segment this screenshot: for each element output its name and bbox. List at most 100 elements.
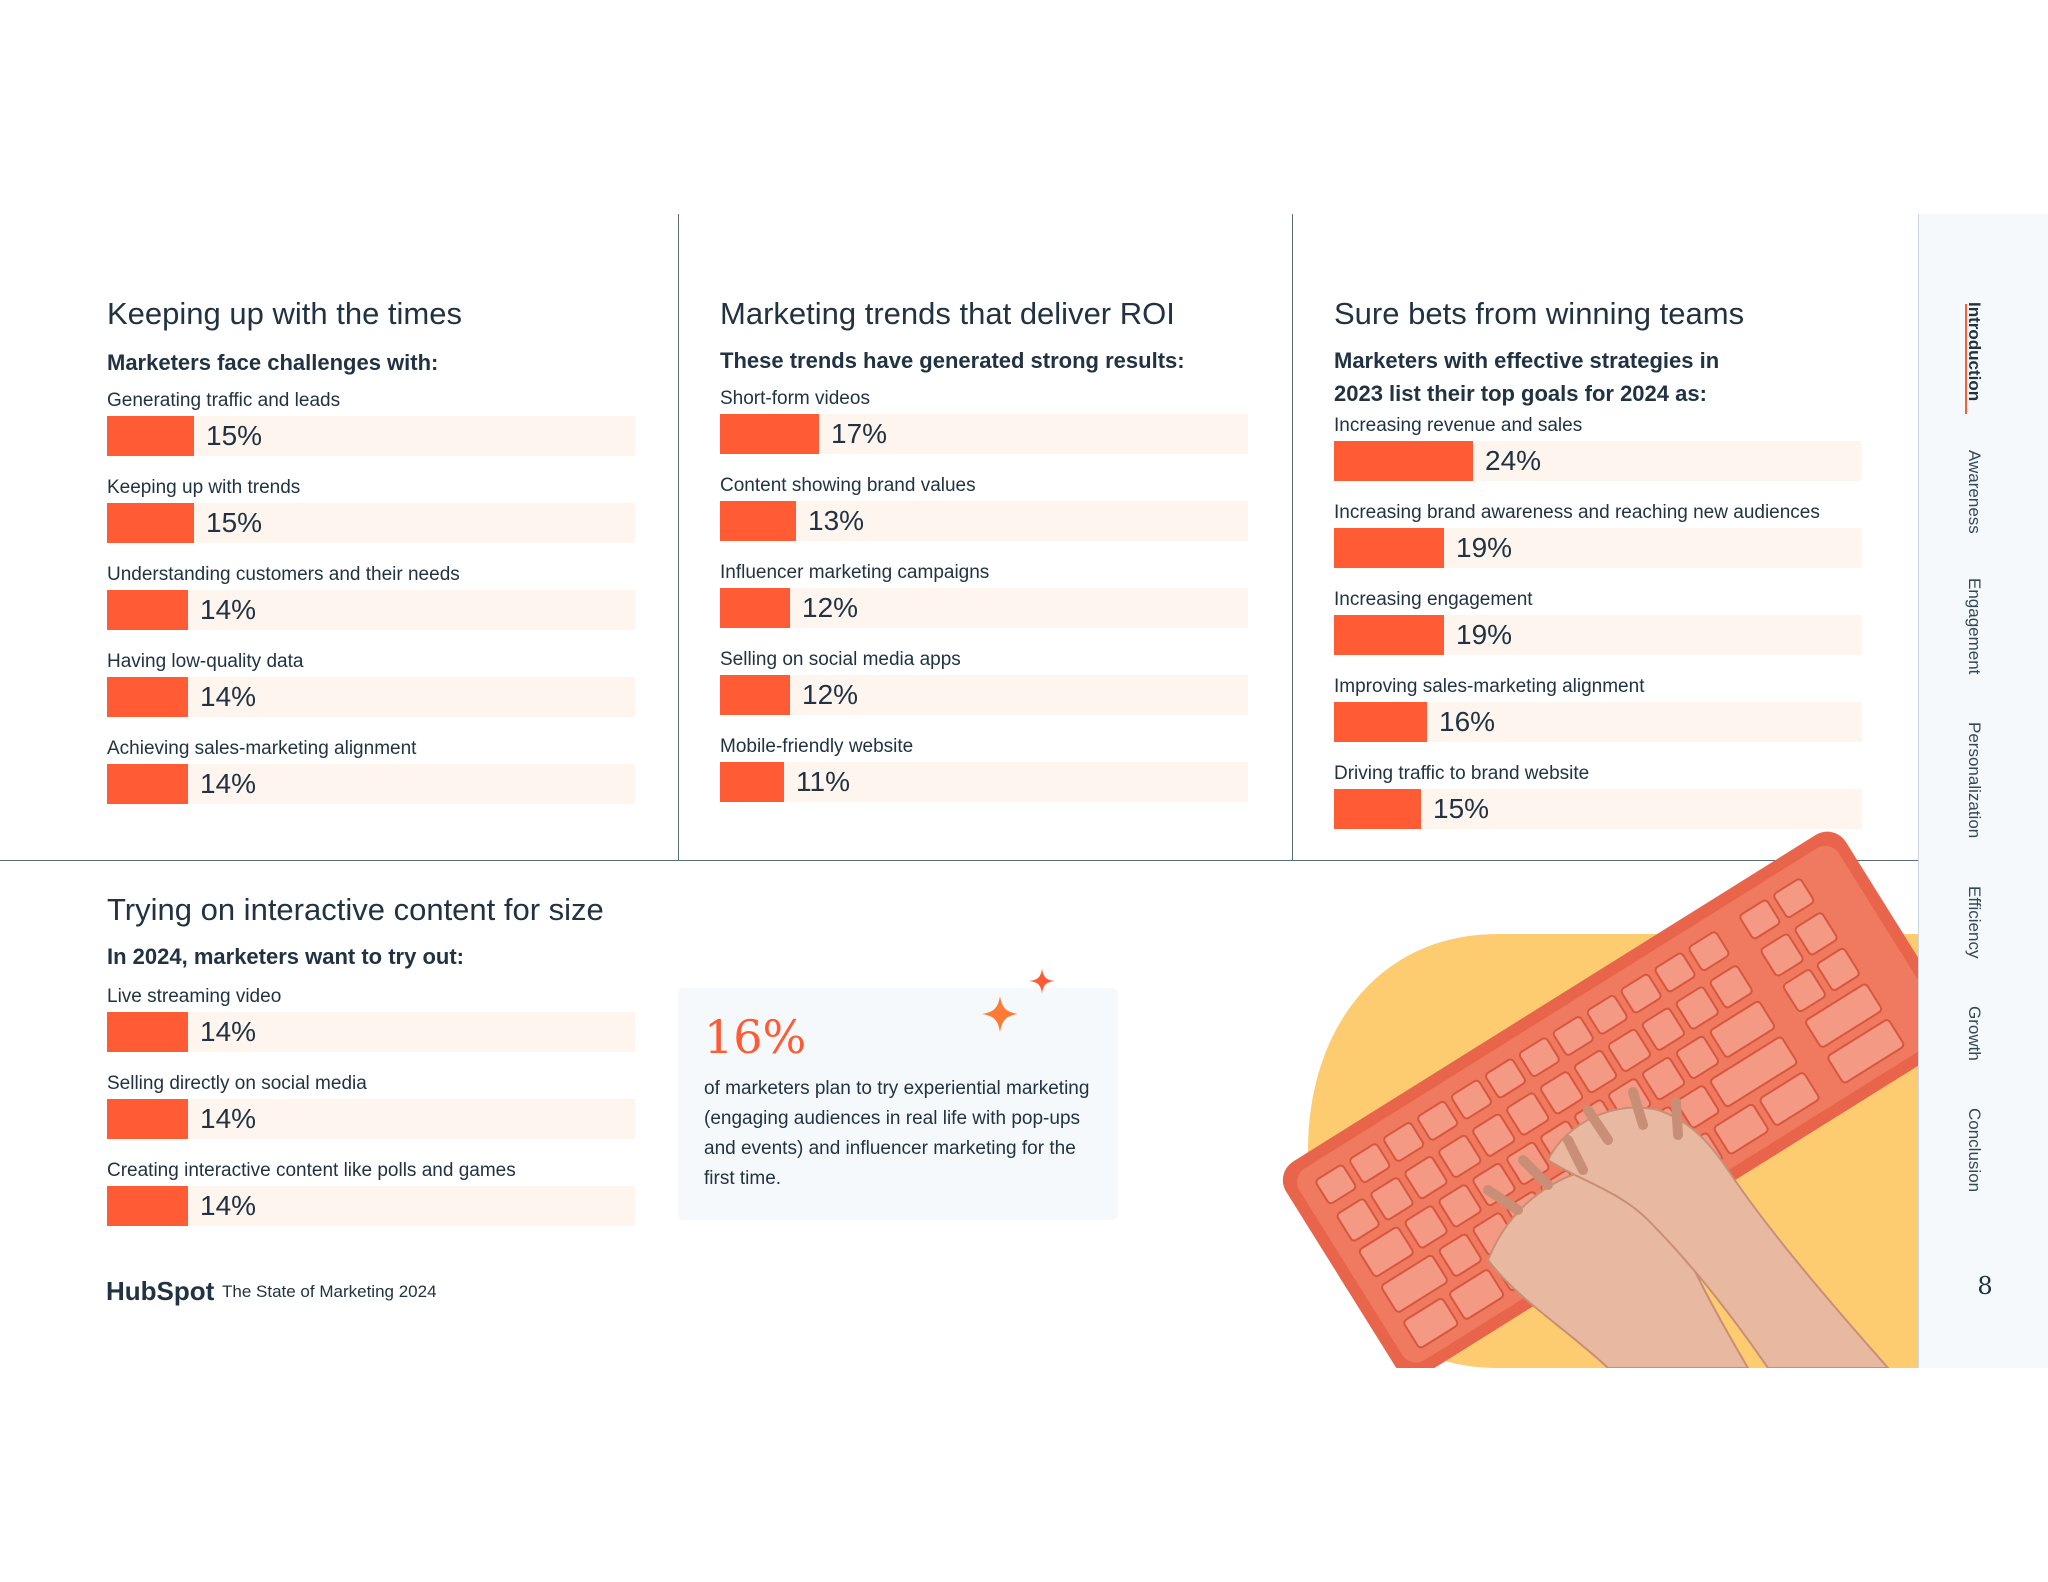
bar-track: 15% <box>107 416 635 456</box>
bar-label: Short-form videos <box>720 388 870 409</box>
bar-row: Selling directly on social media 14% <box>107 1072 637 1139</box>
bar-label: Influencer marketing campaigns <box>720 562 990 583</box>
section-keeping-up: Keeping up with the times Marketers face… <box>107 296 637 804</box>
bar-fill <box>107 1186 188 1226</box>
bar-value: 14% <box>200 1016 257 1047</box>
bar-fill <box>1334 441 1473 481</box>
bar-label: Selling on social media apps <box>720 649 961 670</box>
section-interactive: Trying on interactive content for size I… <box>107 892 637 1226</box>
bar-row: Live streaming video 14% <box>107 985 637 1052</box>
bar-track: 14% <box>107 1099 635 1139</box>
bar-fill <box>107 503 194 543</box>
section-title: Trying on interactive content for size <box>107 892 604 927</box>
bar-label: Driving traffic to brand website <box>1334 763 1590 784</box>
section-sure-bets: Sure bets from winning teams Marketers w… <box>1334 296 1864 829</box>
sparkle-small <box>1029 968 1055 994</box>
bar-fill <box>107 1012 188 1052</box>
bar-value: 11% <box>796 766 850 797</box>
bar-track: 24% <box>1334 441 1862 481</box>
bar-row: Generating traffic and leads 15% <box>107 389 637 456</box>
nav-item-introduction[interactable]: Introduction <box>1965 302 1984 402</box>
nav-item-personalization[interactable]: Personalization <box>1965 722 1984 839</box>
section-subtitle: These trends have generated strong resul… <box>720 348 1185 373</box>
bar-fill <box>720 675 790 715</box>
bar-label: Mobile-friendly website <box>720 736 914 757</box>
section-title: Keeping up with the times <box>107 296 462 331</box>
bar-track: 19% <box>1334 615 1862 655</box>
bar-track: 12% <box>720 675 1248 715</box>
bar-track: 17% <box>720 414 1248 454</box>
bar-track: 14% <box>107 677 635 717</box>
section-subtitle: In 2024, marketers want to try out: <box>107 944 464 969</box>
bar-label: Increasing revenue and sales <box>1334 415 1583 436</box>
bar-track: 15% <box>1334 789 1862 829</box>
bar-value: 19% <box>1456 619 1513 650</box>
bar-label: Live streaming video <box>107 986 282 1007</box>
section-roi: Marketing trends that deliver ROI These … <box>720 296 1250 802</box>
bar-value: 16% <box>1439 706 1496 737</box>
bar-label: Achieving sales-marketing alignment <box>107 738 417 759</box>
section-subtitle-line-1: Marketers with effective strategies in <box>1334 348 1720 373</box>
bar-track: 15% <box>107 503 635 543</box>
callout-stat: 16% <box>704 1010 807 1064</box>
callout-text: of marketers plan to try experiential ma… <box>704 1078 1090 1189</box>
bar-fill <box>1334 702 1427 742</box>
nav-item-efficiency[interactable]: Efficiency <box>1965 886 1984 959</box>
bar-label: Having low-quality data <box>107 651 304 672</box>
bar-row: Driving traffic to brand website 15% <box>1334 762 1864 829</box>
section-title: Sure bets from winning teams <box>1334 296 1745 331</box>
nav-item-awareness[interactable]: Awareness <box>1965 450 1984 534</box>
row-divider <box>0 860 1918 861</box>
bar-row: Content showing brand values 13% <box>720 474 1250 541</box>
bar-row: Understanding customers and their needs 1… <box>107 563 637 630</box>
bar-track: 11% <box>720 762 1248 802</box>
bar-track: 14% <box>107 590 635 630</box>
bar-list: Increasing revenue and sales 24% Increasin… <box>1334 414 1864 829</box>
nav-item-engagement[interactable]: Engagement <box>1965 578 1984 675</box>
bar-fill <box>107 416 194 456</box>
bar-value: 14% <box>200 1103 257 1134</box>
nav-item-growth[interactable]: Growth <box>1965 1006 1984 1061</box>
bar-fill <box>720 588 790 628</box>
bar-list: Generating traffic and leads 15% Keeping u… <box>107 389 637 804</box>
stat-callout: 16% of marketers plan to try experientia… <box>678 988 1118 1220</box>
bar-fill <box>1334 528 1444 568</box>
column-divider-1 <box>678 214 679 860</box>
bar-label: Increasing brand awareness and reaching … <box>1334 502 1820 523</box>
bar-value: 12% <box>802 592 859 623</box>
bar-value: 19% <box>1456 532 1513 563</box>
bar-row: Creating interactive content like polls … <box>107 1159 637 1226</box>
bar-row: Increasing engagement 19% <box>1334 588 1864 655</box>
bar-label: Improving sales-marketing alignment <box>1334 676 1645 697</box>
bar-track: 12% <box>720 588 1248 628</box>
bar-label: Generating traffic and leads <box>107 390 341 411</box>
bar-fill <box>107 764 188 804</box>
section-subtitle-line-2: 2023 list their top goals for 2024 as: <box>1334 381 1707 406</box>
bar-row: Improving sales-marketing alignment 16% <box>1334 675 1864 742</box>
column-divider-2 <box>1292 214 1293 860</box>
section-title: Marketing trends that deliver ROI <box>720 296 1175 331</box>
bar-label: Understanding customers and their needs <box>107 564 460 585</box>
bar-value: 24% <box>1485 445 1542 476</box>
bar-label: Content showing brand values <box>720 475 976 496</box>
bar-fill <box>1334 789 1421 829</box>
bar-row: Increasing revenue and sales 24% <box>1334 414 1864 481</box>
bar-row: Short-form videos 17% <box>720 387 1250 454</box>
bar-value: 14% <box>200 681 257 712</box>
bar-row: Keeping up with trends 15% <box>107 476 637 543</box>
bar-row: Influencer marketing campaigns 12% <box>720 561 1250 628</box>
active-nav-indicator <box>1965 304 1967 414</box>
page-number: 8 <box>1977 1272 1993 1300</box>
bar-value: 14% <box>200 1190 257 1221</box>
nav-item-conclusion[interactable]: Conclusion <box>1965 1108 1984 1193</box>
bar-list: Short-form videos 17% Content showing bran… <box>720 387 1250 802</box>
bar-value: 17% <box>831 418 888 449</box>
bar-fill <box>107 1099 188 1139</box>
bar-label: Selling directly on social media <box>107 1073 367 1094</box>
report-title: The State of Marketing 2024 <box>222 1282 437 1301</box>
bar-value: 12% <box>802 679 859 710</box>
bar-label: Creating interactive content like polls … <box>107 1160 516 1181</box>
keyboard-photo <box>1282 831 1918 1368</box>
bar-row: Achieving sales-marketing alignment 14% <box>107 737 637 804</box>
